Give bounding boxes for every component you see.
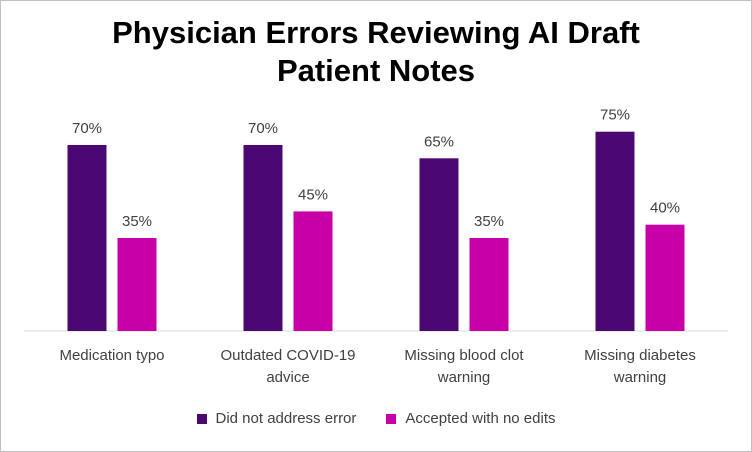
- bar-did-not-address-0: [67, 145, 107, 331]
- data-label-did-not-address-0: 70%: [72, 120, 102, 137]
- chart-title-line-2: Patient Notes: [276, 53, 476, 88]
- bar-accepted-no-edits-0: [117, 238, 157, 331]
- bar-did-not-address-2: [419, 158, 459, 331]
- category-label-line: Missing blood clot: [404, 347, 524, 364]
- bar-did-not-address-3: [595, 131, 635, 331]
- legend-item-accepted-no-edits: Accepted with no edits: [386, 410, 556, 427]
- category-label-line: warning: [613, 369, 667, 386]
- chart-title: Physician Errors Reviewing AI Draft Pati…: [0, 14, 752, 90]
- category-label-line: advice: [266, 369, 310, 386]
- bar-accepted-no-edits-2: [469, 238, 509, 331]
- bar-accepted-no-edits-1: [293, 211, 333, 331]
- data-label-accepted-no-edits-1: 45%: [298, 186, 328, 203]
- legend: Did not address error Accepted with no e…: [0, 410, 752, 427]
- category-label-1: Outdated COVID-19 advice: [193, 345, 383, 389]
- category-label-line: Outdated COVID-19: [220, 347, 356, 364]
- category-label-0: Medication typo: [17, 345, 207, 367]
- bar-accepted-no-edits-3: [645, 224, 685, 331]
- chart-title-line-1: Physician Errors Reviewing AI Draft: [112, 15, 640, 50]
- data-label-did-not-address-2: 65%: [424, 133, 454, 150]
- data-label-accepted-no-edits-3: 40%: [650, 200, 680, 217]
- category-label-line: Medication typo: [59, 347, 165, 364]
- legend-swatch-did-not-address: [196, 413, 207, 424]
- data-label-accepted-no-edits-2: 35%: [474, 213, 504, 230]
- data-label-did-not-address-1: 70%: [248, 120, 278, 137]
- legend-item-did-not-address: Did not address error: [196, 410, 357, 427]
- category-label-line: warning: [437, 369, 491, 386]
- legend-label-did-not-address: Did not address error: [215, 410, 357, 427]
- category-label-line: Missing diabetes: [584, 347, 696, 364]
- data-label-accepted-no-edits-0: 35%: [122, 213, 152, 230]
- legend-label-accepted-no-edits: Accepted with no edits: [405, 410, 556, 427]
- legend-swatch-accepted-no-edits: [386, 413, 397, 424]
- data-label-did-not-address-3: 75%: [600, 107, 630, 124]
- category-label-2: Missing blood clot warning: [369, 345, 559, 389]
- category-label-3: Missing diabetes warning: [545, 345, 735, 389]
- bar-did-not-address-1: [243, 145, 283, 331]
